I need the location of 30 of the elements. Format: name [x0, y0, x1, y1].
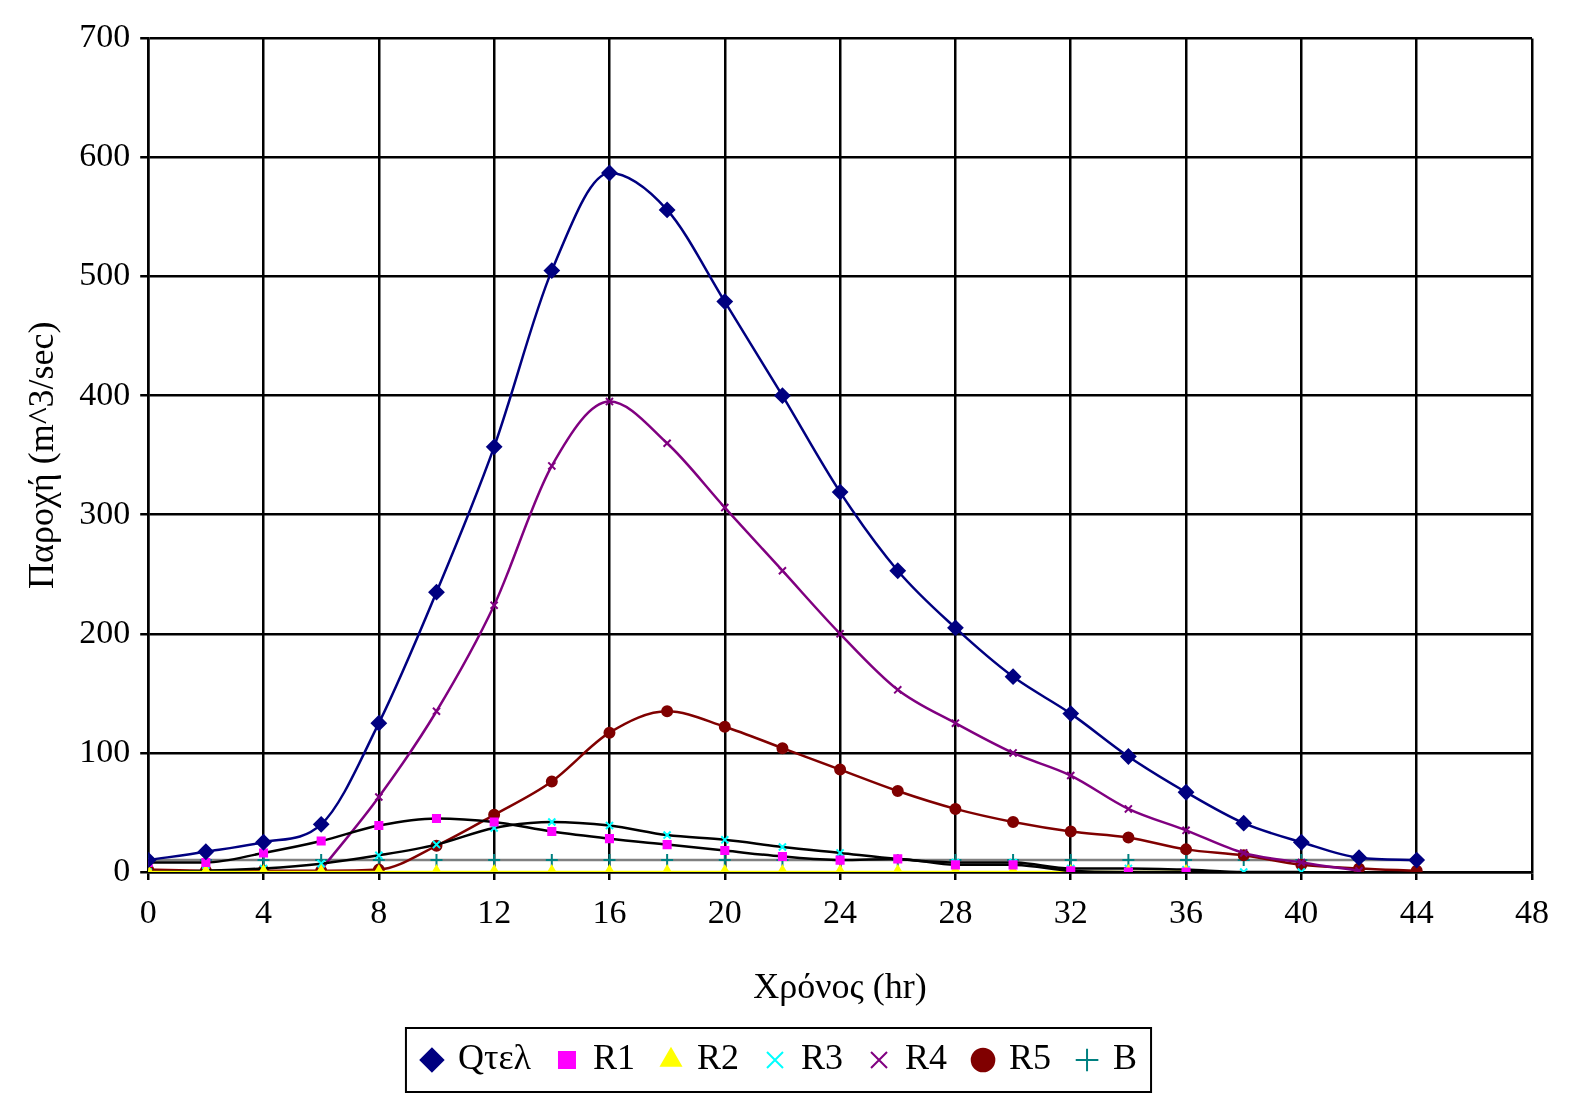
y-tick-label: 400 [79, 374, 131, 412]
x-tick-label: 24 [823, 893, 858, 931]
x-tick-label: 8 [370, 893, 388, 931]
legend-label: R5 [1009, 1037, 1052, 1078]
legend-label: Qτελ [457, 1037, 532, 1078]
y-axis-title: Παροχή (m^3/sec) [21, 321, 62, 589]
y-tick-label: 300 [79, 493, 131, 531]
y-tick-label: 100 [79, 731, 131, 769]
x-tick-label: 16 [592, 893, 627, 931]
y-tick-label: 600 [79, 136, 131, 174]
x-tick-label: 20 [707, 893, 742, 931]
x-tick-label: 44 [1399, 893, 1434, 931]
y-tick-label: 0 [113, 850, 131, 888]
legend-label: B [1113, 1037, 1138, 1078]
y-tick-label: 700 [79, 17, 131, 55]
legend-label: R4 [905, 1037, 948, 1078]
y-tick-label: 200 [79, 612, 131, 650]
x-axis-title: Χρόνος (hr) [753, 965, 927, 1006]
y-tick-label: 500 [79, 255, 131, 293]
legend-label: R1 [592, 1037, 635, 1078]
x-tick-label: 4 [255, 893, 273, 931]
x-tick-label: 48 [1515, 893, 1549, 931]
x-tick-label: 0 [139, 893, 157, 931]
legend-label: R2 [697, 1037, 740, 1078]
x-tick-label: 36 [1169, 893, 1204, 931]
legend-label: R3 [801, 1037, 844, 1078]
x-tick-label: 12 [477, 893, 512, 931]
x-tick-label: 28 [938, 893, 973, 931]
x-tick-label: 32 [1053, 893, 1088, 931]
x-tick-label: 40 [1284, 893, 1319, 931]
